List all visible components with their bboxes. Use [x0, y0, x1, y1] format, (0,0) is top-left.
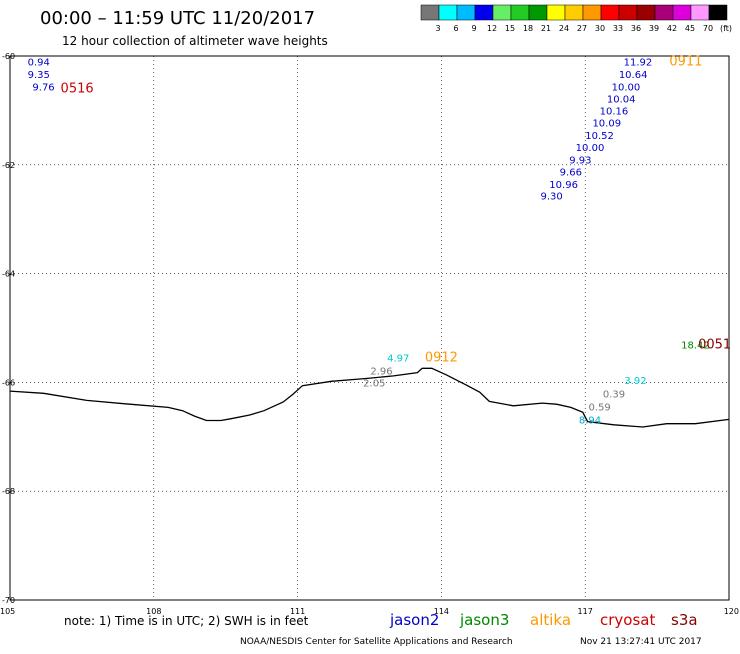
longitude-label: 117 [578, 607, 593, 616]
scale-label: 18 [523, 24, 533, 33]
scale-label: 45 [685, 24, 695, 33]
scale-swatch [420, 4, 440, 21]
satellite-s3a-label: s3a [671, 611, 698, 629]
wave-height-label: 9.35 [28, 70, 50, 81]
coastline [9, 367, 730, 428]
wave-height-label: 9.93 [569, 155, 591, 166]
scale-label: 15 [505, 24, 515, 33]
timestamp-text: Nov 21 13:27:41 UTC 2017 [580, 637, 702, 647]
longitude-label: 108 [146, 607, 161, 616]
scale-label: 33 [613, 24, 623, 33]
footer-note: note: 1) Time is in UTC; 2) SWH is in fe… [64, 614, 309, 628]
wave-height-label: 9.30 [541, 191, 563, 202]
scale-label: 21 [541, 24, 551, 33]
wave-height-label: 11.92 [624, 57, 653, 68]
scale-swatch [672, 4, 692, 21]
credit-text: NOAA/NESDIS Center for Satellite Applica… [240, 637, 513, 647]
scale-label: (ft) [720, 24, 732, 33]
pass-time-label: 0911 [669, 54, 702, 69]
graticule [10, 56, 729, 600]
latitude-label: -66 [2, 378, 15, 387]
scale-swatch [474, 4, 494, 21]
scale-swatch [510, 4, 530, 21]
satellite-cryosat-label: cryosat [600, 611, 655, 629]
scale-swatch [564, 4, 584, 21]
pass-time-label: 0051 [698, 337, 731, 352]
scale-label: 12 [487, 24, 497, 33]
scale-label: 30 [595, 24, 605, 33]
scale-swatch [528, 4, 548, 21]
pass-time-label: 0912 [425, 350, 458, 365]
longitude-labels: 105 108 111 114 117 120 [0, 607, 739, 616]
latitude-label: -68 [2, 487, 15, 496]
latitude-label: -62 [2, 161, 15, 170]
wave-height-label: 4.97 [387, 353, 409, 364]
scale-swatch [546, 4, 566, 21]
latitude-label: -64 [2, 270, 15, 279]
scale-label: 9 [471, 24, 476, 33]
wave-height-label: 10.09 [592, 118, 621, 129]
longitude-label: 111 [290, 607, 305, 616]
wave-height-label: 10.96 [549, 180, 578, 191]
wave-height-label: 10.00 [612, 82, 641, 93]
wave-height-label: 10.16 [600, 106, 629, 117]
wave-height-label: 2.96 [370, 366, 392, 377]
wave-height-label: 10.04 [607, 94, 636, 105]
wave-height-label: 2.05 [363, 378, 385, 389]
wave-height-label: 0.59 [588, 402, 610, 413]
satellite-altika-label: altika [530, 611, 571, 629]
wave-height-label: 0.39 [603, 389, 625, 400]
wave-height-label: 8.94 [579, 415, 601, 426]
latitude-label: -70 [2, 596, 15, 605]
wave-height-label: 10.64 [619, 70, 648, 81]
scale-label: 36 [631, 24, 641, 33]
scale-label: 3 [435, 24, 440, 33]
scale-label: 39 [649, 24, 659, 33]
map-frame [9, 55, 730, 601]
wave-height-label: 9.76 [32, 82, 54, 93]
scale-swatch [618, 4, 638, 21]
longitude-label: 120 [724, 607, 739, 616]
scale-label: 6 [453, 24, 458, 33]
latitude-label: -60 [2, 52, 15, 61]
scale-label: 27 [577, 24, 587, 33]
scale-label: 24 [559, 24, 569, 33]
satellite-jason2-label: jason2 [389, 611, 439, 629]
scale-label: 70 [703, 24, 713, 33]
scale-swatch [654, 4, 674, 21]
scale-swatch [582, 4, 602, 21]
satellite-jason3-label: jason3 [459, 611, 509, 629]
longitude-label: 114 [434, 607, 449, 616]
wave-height-label: 0.94 [28, 57, 50, 68]
pass-time-label: 0516 [61, 82, 94, 97]
scale-swatch [600, 4, 620, 21]
scale-swatch [492, 4, 512, 21]
map-title: 00:00 – 11:59 UTC 11/20/2017 [40, 8, 315, 29]
satellite-legend: jason2 jason3 altika cryosat s3a [389, 611, 698, 629]
scale-swatch [456, 4, 476, 21]
latitude-labels: -60 -62 -64 -66 -68 -70 [2, 52, 15, 605]
scale-swatch [438, 4, 458, 21]
wave-height-label: 3.92 [624, 376, 646, 387]
wave-height-label: 18.42 [681, 340, 710, 351]
longitude-label: 105 [0, 607, 15, 616]
scale-swatch [708, 4, 728, 21]
wave-height-label: 9.66 [560, 167, 582, 178]
scale-swatch [636, 4, 656, 21]
scale-swatch [690, 4, 710, 21]
wave-height-label: 10.00 [576, 143, 605, 154]
map-subtitle: 12 hour collection of altimeter wave hei… [62, 34, 328, 48]
scale-label: 42 [667, 24, 677, 33]
color-scale-legend: 3 6 9 12 15 18 21 24 27 30 33 36 39 42 45 70 (ft) [420, 4, 732, 33]
wave-height-label: 10.52 [585, 131, 614, 142]
